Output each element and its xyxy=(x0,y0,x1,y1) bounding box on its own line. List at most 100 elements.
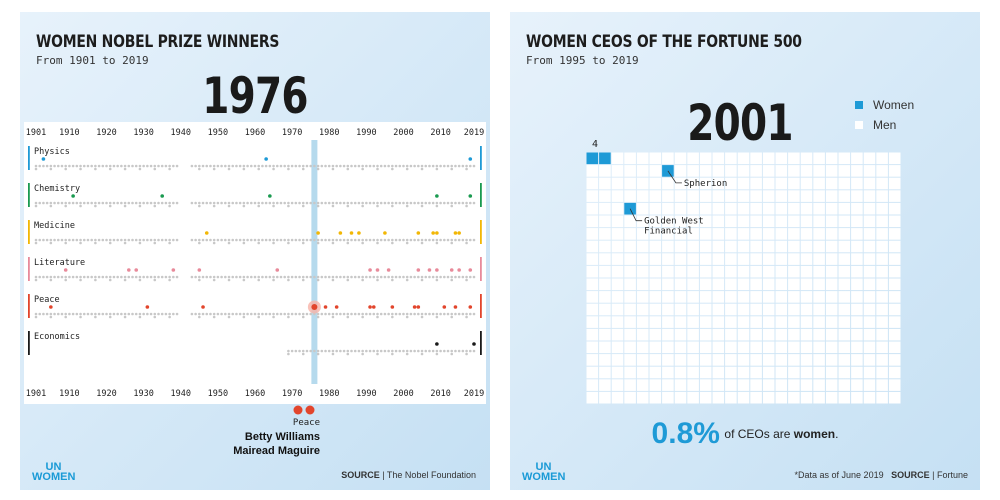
dot-prize-literature-1934 xyxy=(157,275,160,279)
dot-prize-peace-2019 xyxy=(472,312,476,316)
ceo-cell-man xyxy=(888,152,901,165)
dot-prize-economics-2014 xyxy=(454,349,457,353)
dot-prize-b-medicine-1953 xyxy=(227,241,231,245)
dot-prize-literature-1902 xyxy=(38,275,42,279)
dot-prize-economics-2010 xyxy=(439,349,442,353)
dot-prize-b-medicine-2013 xyxy=(450,241,454,245)
dot-prize-physics-1903 xyxy=(42,164,45,168)
ceo-cell-man xyxy=(863,391,876,404)
dot-prize-chemistry-2002 xyxy=(409,201,413,205)
dot-prize-literature-2015 xyxy=(457,275,461,279)
dot-prize-b-physics-1937 xyxy=(168,167,171,171)
dot-prize-chemistry-1976 xyxy=(313,201,316,205)
dot-prize-medicine-1927 xyxy=(131,238,134,242)
ceo-cell-man xyxy=(762,165,775,177)
dot-prize-b-medicine-1921 xyxy=(108,241,112,245)
ceo-cell-man xyxy=(662,190,674,202)
ceo-cell-man xyxy=(712,215,725,228)
dot-prize-medicine-1995 xyxy=(383,238,387,242)
ceo-cell-man xyxy=(800,303,813,316)
row-label-3: Literature xyxy=(34,258,85,268)
ceo-cell-man xyxy=(687,165,699,177)
dot-prize-chemistry-1990 xyxy=(365,201,368,205)
dot-prize-b-physics-1965 xyxy=(272,167,275,171)
dot-prize-economics-1998 xyxy=(394,349,398,353)
row-bar-left-2 xyxy=(28,220,30,244)
dot-prize-b-medicine-1945 xyxy=(198,241,201,245)
ceo-cell-man xyxy=(775,328,788,341)
dot-prize-b-literature-1973 xyxy=(301,278,305,282)
ceo-cell-man xyxy=(737,177,750,190)
ceo-cell-man xyxy=(876,328,888,341)
ceo-cell-man xyxy=(636,228,649,240)
ceo-cell-man xyxy=(851,215,863,228)
dot-prize-medicine-1966 xyxy=(275,238,279,242)
dot-prize-medicine-1925 xyxy=(123,238,127,242)
ceo-cell-man xyxy=(750,253,762,265)
dot-prize-chemistry-1961 xyxy=(257,201,261,205)
dot-prize-b-medicine-2017 xyxy=(465,241,468,245)
dot-prize-chemistry-1934 xyxy=(157,201,160,205)
dot-prize-chemistry-1910 xyxy=(68,201,71,205)
dot-woman-economics-2009-0 xyxy=(435,342,439,346)
dot-prize-b-economics-2009 xyxy=(435,352,439,356)
ceo-cell-man xyxy=(662,303,674,316)
winner-dots xyxy=(293,405,315,415)
ceo-cell-man xyxy=(750,240,762,253)
ceo-cell-man xyxy=(863,253,876,265)
ceo-cell-man xyxy=(737,278,750,291)
ceo-cell-man xyxy=(750,366,762,379)
dot-prize-peace-1927 xyxy=(131,312,134,316)
dot-prize-b-physics-1981 xyxy=(331,167,335,171)
dot-prize-medicine-2008 xyxy=(431,238,435,242)
ceo-cell-man xyxy=(636,253,649,265)
x-tick-bottom-1960: 1960 xyxy=(245,389,265,399)
dot-prize-chemistry-1994 xyxy=(379,201,383,205)
ceo-cell-man xyxy=(888,391,901,404)
dot-prize-b-peace-1921 xyxy=(108,315,112,319)
dot-prize-literature-1981 xyxy=(331,275,335,279)
ceo-cell-man xyxy=(788,253,800,265)
row-bar-left-1 xyxy=(28,183,30,207)
dot-prize-chemistry-1933 xyxy=(153,201,157,205)
dot-prize-chemistry-1973 xyxy=(301,201,305,205)
ceo-cell-man xyxy=(624,379,636,391)
ceo-cell-man xyxy=(586,391,599,404)
dot-prize-literature-1933 xyxy=(153,275,157,279)
dot-prize-peace-1971 xyxy=(294,312,298,316)
dot-prize-physics-1968 xyxy=(283,164,286,168)
dot-prize-literature-1993 xyxy=(376,275,379,279)
ceo-note: *Data as of June 2019 xyxy=(794,470,884,480)
dot-prize-peace-1946 xyxy=(201,312,205,316)
dot-prize-medicine-1924 xyxy=(120,238,123,242)
x-tick-top-1970: 1970 xyxy=(282,128,302,138)
dot-prize-chemistry-1908 xyxy=(60,201,64,205)
dot-prize-physics-1929 xyxy=(138,164,142,168)
ceo-cell-man xyxy=(624,278,636,291)
ceo-cell-man xyxy=(699,379,712,391)
ceo-cell-man xyxy=(687,265,699,278)
dot-prize-economics-1969 xyxy=(287,349,290,353)
dot-prize-b-peace-1905 xyxy=(49,315,53,319)
dot-prize-literature-2014 xyxy=(454,275,457,279)
dot-woman-literature-2018-0 xyxy=(468,268,473,272)
annotation-leader-spherion xyxy=(667,170,682,184)
dot-prize-literature-1930 xyxy=(142,275,145,279)
ceo-cell-man xyxy=(813,341,825,354)
ceo-cell-man xyxy=(800,291,813,303)
dot-prize-physics-2006 xyxy=(424,164,428,168)
dot-prize-b-medicine-1905 xyxy=(49,241,53,245)
dot-prize-b-economics-1993 xyxy=(376,352,379,356)
dot-prize-b-physics-1929 xyxy=(138,167,142,171)
ceo-cell-man xyxy=(599,215,611,228)
dot-prize-peace-1956 xyxy=(238,312,242,316)
dot-prize-medicine-1979 xyxy=(324,238,327,242)
ceo-cell-man xyxy=(699,202,712,215)
dot-prize-literature-1951 xyxy=(220,275,223,279)
ceo-cell-man xyxy=(800,354,813,366)
dot-prize-physics-1910 xyxy=(68,164,71,168)
dot-prize-medicine-1936 xyxy=(164,238,168,242)
ceo-cell-man xyxy=(800,165,813,177)
dot-prize-economics-2019 xyxy=(472,349,476,353)
ceo-cell-man xyxy=(599,341,611,354)
